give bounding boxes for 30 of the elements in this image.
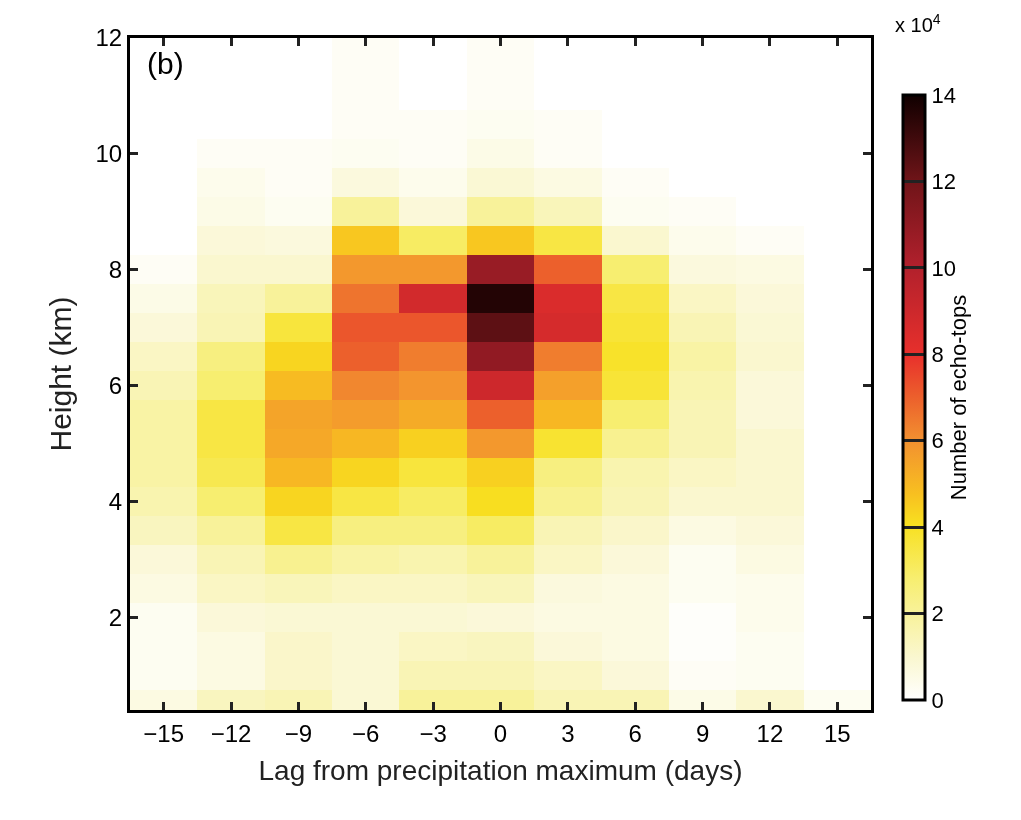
x-tick-label: −9 [284,719,313,747]
x-tick-label: 15 [823,719,851,747]
color-bar-label: 10 [931,255,956,281]
y-tick-label: 12 [95,24,123,52]
annotation: (b) [147,47,184,80]
text: x 10$^{4}$ [895,11,941,37]
y-tick-label: 2 [108,603,123,631]
x-tick-label: −6 [352,719,380,747]
color-bar-label: 2 [931,601,944,627]
x-axis-title: Lag from precipitation maximum (days) [258,754,743,786]
x-tick-label: 3 [561,719,575,747]
y-tick-label: 8 [108,256,123,284]
y-tick-label: 10 [95,140,123,168]
color-bar-label: 4 [931,514,944,540]
color-bar-label: 12 [931,169,956,195]
color-bar-label: 0 [931,687,944,713]
x-tick-label: 12 [756,719,784,747]
color-bar-label: 14 [931,82,956,108]
color-bar-label: 8 [931,341,944,367]
x-tick-label: 9 [695,719,710,747]
y-tick-label: 6 [108,371,123,399]
x-tick-label: 0 [493,719,508,747]
y-tick-label: 4 [108,487,123,515]
y-axis-title: Height (km) [44,296,78,452]
x-tick-label: −12 [210,719,252,747]
color-bar-title: Number of echo-tops [945,294,971,501]
x-tick-label: −15 [143,719,185,747]
x-tick-label: 6 [628,719,642,747]
color-bar-label: 6 [931,428,944,454]
x-tick-label: −3 [419,719,447,747]
